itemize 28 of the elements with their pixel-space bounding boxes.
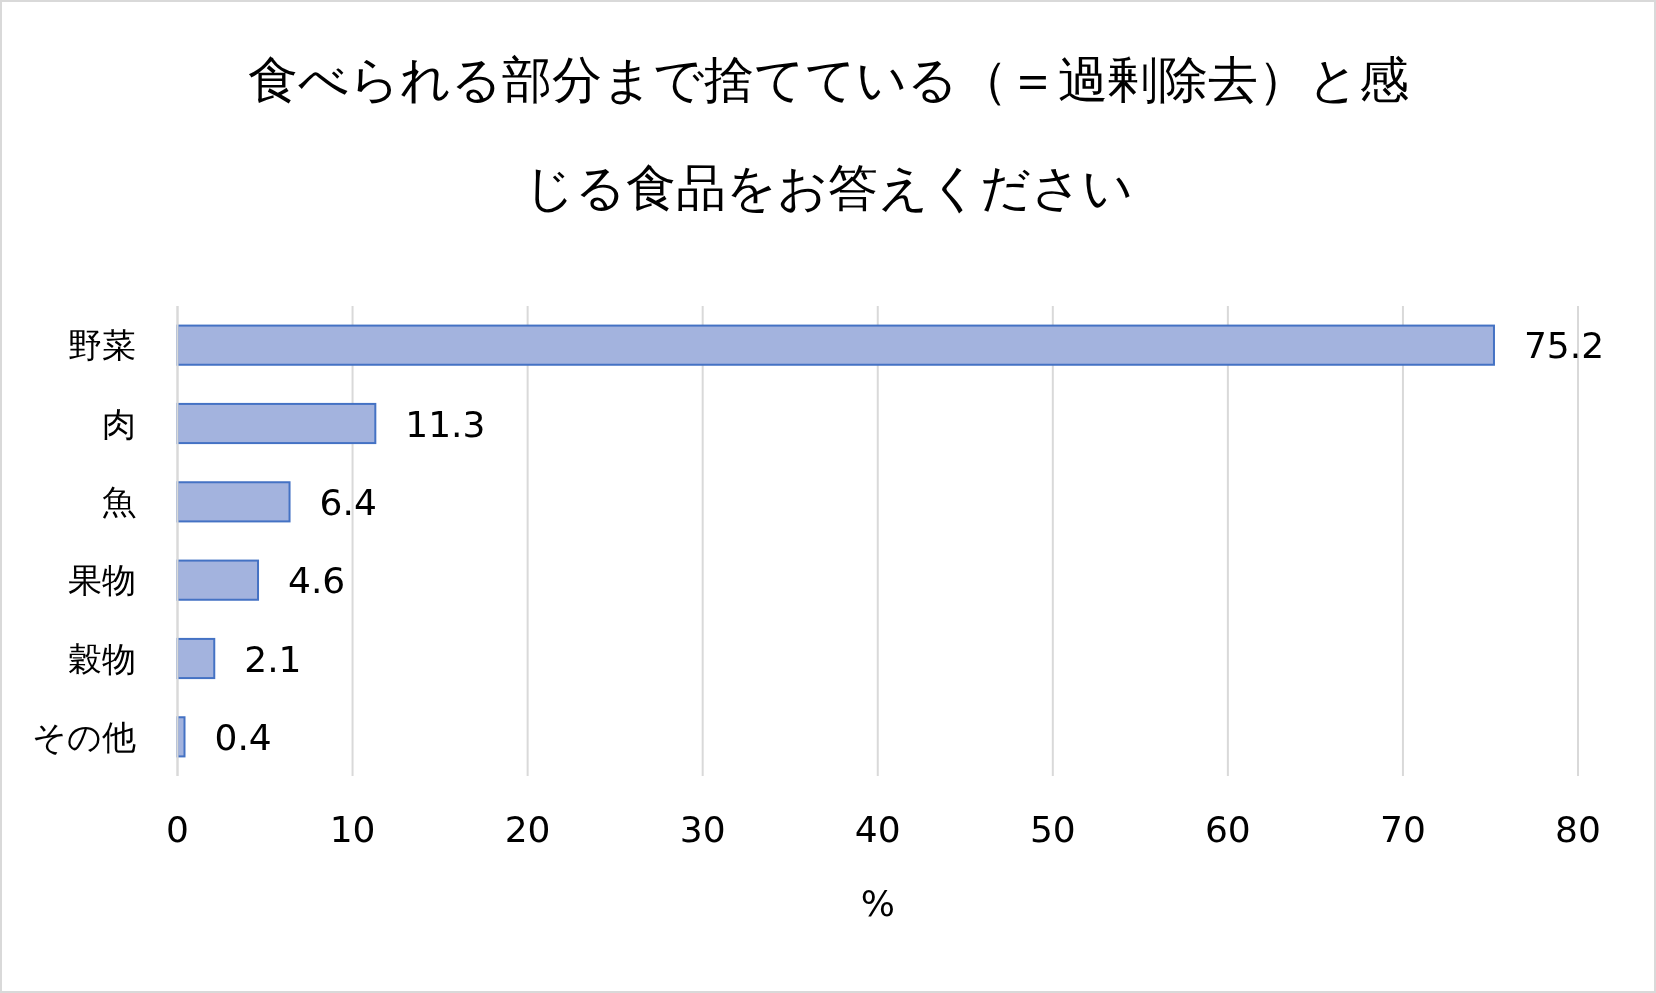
y-tick-label: 肉 [102, 403, 136, 444]
bar [176, 559, 260, 601]
chart-title: 食べられる部分まで捨てている（＝過剰除去）と感じる食品をお答えください [247, 51, 1409, 217]
x-tick-label: 70 [1380, 809, 1426, 850]
data-label: 2.1 [244, 638, 302, 680]
x-tick-label: 60 [1204, 809, 1251, 850]
y-tick-label: 穀物 [68, 638, 136, 679]
y-tick-label: 野菜 [68, 325, 136, 366]
x-tick-label: 80 [1555, 809, 1601, 850]
data-label: 75.2 [1523, 325, 1605, 367]
data-label: 6.4 [319, 481, 377, 523]
x-axis-title: % [860, 883, 895, 924]
data-label: 11.3 [405, 403, 486, 445]
x-tick-label: 0 [166, 809, 189, 850]
y-tick-label: 果物 [68, 560, 136, 601]
bar [176, 637, 216, 680]
bar [176, 402, 377, 445]
x-tick-label: 50 [1029, 809, 1076, 850]
data-label: 4.6 [288, 560, 346, 602]
x-tick-label: 20 [504, 809, 551, 850]
y-tick-label: 魚 [102, 481, 136, 522]
x-tick-label: 40 [854, 809, 901, 850]
bar [176, 481, 291, 523]
y-tick-label: その他 [32, 716, 136, 757]
x-tick-label: 30 [679, 809, 726, 850]
data-label: 0.4 [214, 716, 272, 758]
bar [176, 324, 1495, 366]
x-tick-label: 10 [329, 809, 376, 850]
